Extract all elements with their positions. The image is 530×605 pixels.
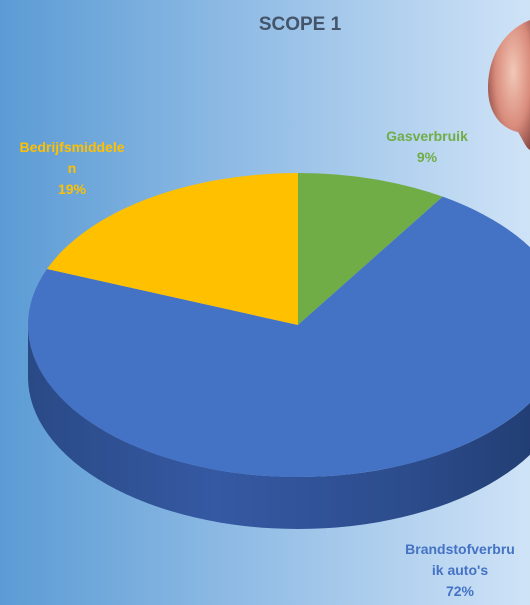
pie-slice-2 — [46, 173, 298, 325]
chart-title: SCOPE 1 — [259, 14, 342, 35]
decorative-object — [488, 20, 530, 150]
data-label-0: Gasverbruik 9% — [386, 128, 468, 165]
pie-slice-0 — [298, 173, 443, 325]
pie-top — [28, 173, 530, 477]
pie-rim-shape — [28, 325, 530, 529]
data-labels: Gasverbruik 9% Brandstofverbru ik auto's 72%… — [19, 128, 514, 599]
data-label-2: Bedrijfsmiddele n 19% — [19, 139, 124, 197]
pie-slice-1 — [28, 196, 530, 477]
pie-side-wall — [28, 325, 530, 529]
data-label-1: Brandstofverbru ik auto's 72% — [405, 541, 515, 599]
